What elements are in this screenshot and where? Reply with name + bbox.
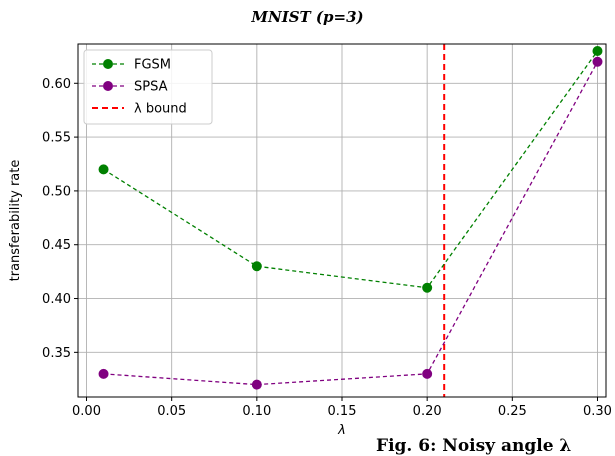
data-point-fgsm <box>251 261 262 272</box>
legend-entry-spsa: SPSA <box>92 80 168 95</box>
figure-title: MNIST (p=3) <box>251 8 364 26</box>
y-tick-label: 0.50 <box>42 184 71 199</box>
legend: FGSM SPSA λ bound <box>83 49 213 125</box>
x-tick-label: 0.15 <box>328 404 357 419</box>
data-point-spsa <box>98 368 109 379</box>
data-point-fgsm <box>422 282 433 293</box>
x-tick-label: 0.10 <box>242 404 271 419</box>
data-point-fgsm <box>98 164 109 175</box>
legend-box <box>83 49 213 125</box>
legend-label-spsa: SPSA <box>134 80 168 95</box>
y-tick-label: 0.45 <box>42 238 71 253</box>
x-tick-label: 0.05 <box>157 404 186 419</box>
x-axis-label: λ <box>337 423 346 438</box>
y-tick-label: 0.40 <box>42 292 71 307</box>
legend-label-lambda-bound: λ bound <box>134 102 187 117</box>
axis-ticks: 0.00 0.05 0.10 0.15 0.20 0.25 0.30 0.35 0.40 0.45… <box>42 77 612 419</box>
x-tick-label: 0.25 <box>498 404 527 419</box>
legend-entry-fgsm: FGSM <box>92 58 171 73</box>
legend-entry-lambda-bound: λ bound <box>92 102 187 117</box>
series-line-fgsm <box>103 50 599 289</box>
y-tick-label: 0.35 <box>42 346 71 361</box>
series-line-spsa <box>103 61 599 386</box>
figure-caption: Fig. 6: Noisy angle λ <box>376 436 572 456</box>
y-tick-label: 0.55 <box>42 131 71 146</box>
y-tick-label: 0.60 <box>42 77 71 92</box>
x-tick-label: 0.20 <box>413 404 442 419</box>
x-tick-label: 0.00 <box>72 404 101 419</box>
data-point-fgsm <box>592 45 603 56</box>
series-layer <box>98 45 603 390</box>
x-tick-label: 0.30 <box>583 404 612 419</box>
data-point-spsa <box>592 56 603 67</box>
y-axis-label: transferability rate <box>8 160 23 282</box>
data-point-spsa <box>251 379 262 390</box>
legend-label-fgsm: FGSM <box>134 58 171 73</box>
data-point-spsa <box>422 368 433 379</box>
